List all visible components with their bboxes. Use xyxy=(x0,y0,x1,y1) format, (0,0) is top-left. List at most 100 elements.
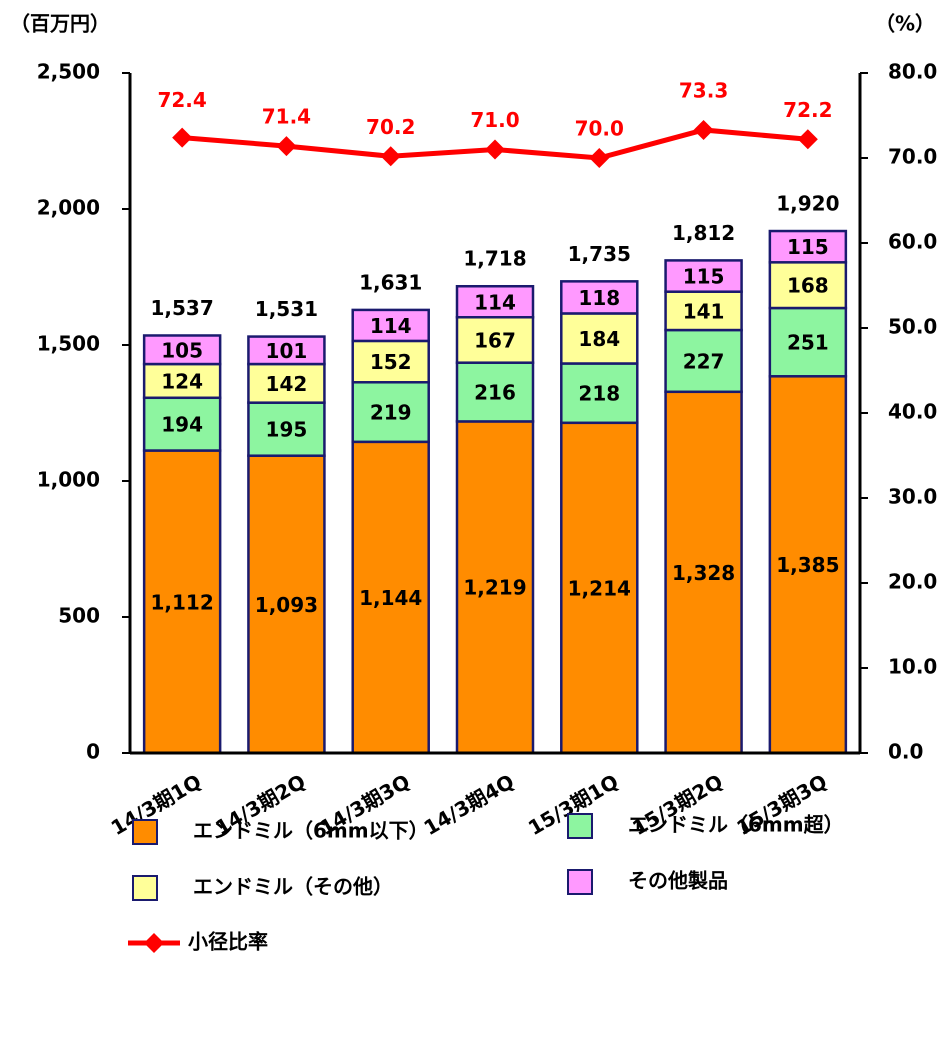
bar-segment xyxy=(560,280,639,315)
line-marker xyxy=(797,129,818,150)
legend-swatch xyxy=(132,819,158,845)
data-label: 219 xyxy=(370,401,412,425)
total-label: 1,735 xyxy=(568,242,631,266)
bar-segment xyxy=(351,339,430,384)
data-label: 142 xyxy=(266,372,308,396)
data-label: 168 xyxy=(787,274,829,298)
line-marker xyxy=(276,136,297,157)
legend-label: その他製品 xyxy=(628,869,728,893)
bar-segment xyxy=(351,440,430,755)
y2-tick-label: 70.0 xyxy=(888,145,937,169)
line-label: 73.3 xyxy=(679,78,728,102)
data-label: 1,385 xyxy=(776,553,839,577)
y-tick-label: 2,500 xyxy=(37,60,100,84)
line-marker xyxy=(485,139,505,160)
legend-swatch xyxy=(132,875,158,901)
data-label: 218 xyxy=(578,382,620,406)
data-label: 184 xyxy=(578,327,620,351)
data-label: 1,112 xyxy=(151,590,214,614)
line-label: 72.2 xyxy=(783,98,832,122)
y2-tick-label: 40.0 xyxy=(888,400,937,424)
data-label: 194 xyxy=(161,413,203,437)
bar-segment xyxy=(664,290,743,332)
y-tick-label: 0 xyxy=(86,740,100,764)
bar-segment xyxy=(455,284,535,319)
bar-segment xyxy=(560,421,639,755)
bar-segment xyxy=(768,306,848,378)
y2-tick-label: 10.0 xyxy=(888,655,937,679)
bar-segment xyxy=(247,401,326,457)
data-label: 1,144 xyxy=(359,586,422,610)
data-label: 141 xyxy=(683,299,725,323)
data-label: 124 xyxy=(161,369,203,393)
total-label: 1,531 xyxy=(255,297,318,321)
y2-tick-label: 0.0 xyxy=(888,740,923,764)
bar-segment xyxy=(142,449,222,755)
line-label: 70.2 xyxy=(366,115,415,139)
bar-segment xyxy=(142,362,222,400)
bar-segment xyxy=(247,335,326,366)
line-label: 72.4 xyxy=(157,88,206,112)
total-label: 1,537 xyxy=(151,296,214,320)
line-marker xyxy=(380,146,401,167)
y2-tick-label: 60.0 xyxy=(888,230,937,254)
y-axis-label: （百万円） xyxy=(10,12,110,36)
bar-segment xyxy=(664,259,743,293)
y-tick-label: 1,000 xyxy=(37,468,100,492)
line-marker xyxy=(693,119,714,140)
data-label: 105 xyxy=(161,338,203,362)
legend-swatch xyxy=(567,813,593,839)
bar-segment xyxy=(455,316,535,364)
data-label: 152 xyxy=(370,350,412,374)
bar-segment xyxy=(560,312,639,365)
data-label: 1,093 xyxy=(255,593,318,617)
line-marker xyxy=(172,127,193,148)
bar-segment xyxy=(768,229,848,264)
line-marker xyxy=(589,148,610,168)
y2-tick-label: 20.0 xyxy=(888,570,937,594)
y-tick-label: 2,000 xyxy=(37,196,100,220)
data-label: 118 xyxy=(578,286,620,310)
x-tick-label: 14/3期4Q xyxy=(420,769,519,840)
data-label: 195 xyxy=(266,418,308,442)
data-label: 114 xyxy=(474,290,516,314)
data-label: 115 xyxy=(787,235,829,259)
line-label: 71.0 xyxy=(470,108,519,132)
y-tick-label: 1,500 xyxy=(37,332,100,356)
y2-axis-label: （%） xyxy=(875,12,935,36)
data-label: 115 xyxy=(683,265,725,289)
data-label: 1,219 xyxy=(463,576,526,600)
bar-segment xyxy=(142,334,222,366)
data-label: 101 xyxy=(266,339,308,363)
total-label: 1,920 xyxy=(776,192,839,216)
bar-segment xyxy=(351,308,430,343)
y2-tick-label: 30.0 xyxy=(888,485,937,509)
legend-marker xyxy=(144,933,164,953)
legend-label: エンドミル（その他） xyxy=(193,875,393,899)
line-label: 70.0 xyxy=(575,117,624,141)
data-label: 227 xyxy=(683,349,725,373)
data-label: 1,328 xyxy=(672,561,735,585)
data-label: 216 xyxy=(474,381,516,405)
data-label: 1,214 xyxy=(568,576,631,600)
bar-segment xyxy=(664,390,743,755)
legend-swatch xyxy=(567,869,593,895)
y2-tick-label: 50.0 xyxy=(888,315,937,339)
bar-segment xyxy=(560,362,639,425)
bar-segment xyxy=(664,328,743,394)
data-label: 251 xyxy=(787,331,829,355)
data-label: 114 xyxy=(370,314,412,338)
bar-segment xyxy=(455,361,535,423)
bar-segment xyxy=(455,420,535,755)
total-label: 1,631 xyxy=(359,270,422,294)
data-label: 167 xyxy=(474,328,516,352)
total-label: 1,812 xyxy=(672,221,735,245)
legend-label: エンドミル（6mm以下） xyxy=(193,819,429,843)
y2-tick-label: 80.0 xyxy=(888,60,937,84)
legend-label: 小径比率 xyxy=(188,930,268,954)
legend-label: エンドミル（6mm超） xyxy=(628,813,844,837)
line-label: 71.4 xyxy=(262,105,311,129)
y-tick-label: 500 xyxy=(58,604,100,628)
bar-segment xyxy=(351,381,430,444)
